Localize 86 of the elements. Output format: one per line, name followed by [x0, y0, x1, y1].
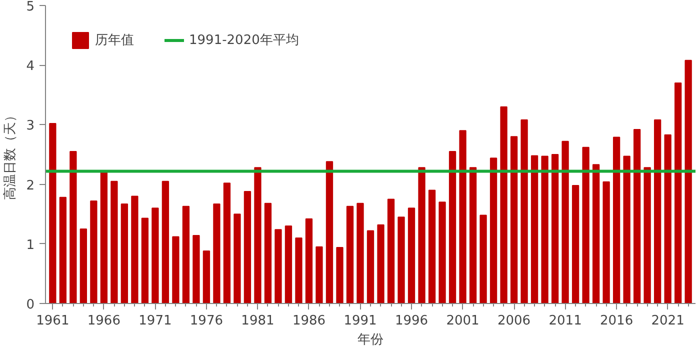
bar: [120, 203, 128, 304]
bar: [366, 230, 374, 304]
bar: [623, 156, 630, 304]
bar: [234, 214, 241, 304]
bar: [674, 82, 682, 304]
bar: [202, 250, 210, 304]
bar: [284, 226, 292, 304]
bar: [530, 155, 538, 304]
bar: [654, 119, 662, 304]
bar: [254, 167, 262, 304]
legend-label: 1991-2020年平均: [189, 32, 299, 49]
bar: [264, 202, 272, 304]
bar: [551, 154, 559, 304]
bar: [480, 214, 487, 304]
bar: [162, 180, 170, 304]
x-tick-label: 2016: [600, 314, 634, 328]
bar: [326, 161, 334, 304]
bar: [90, 200, 98, 304]
x-tick-label: 1991: [344, 314, 377, 328]
x-tick-label: 1976: [190, 314, 224, 328]
x-tick-label: 2021: [651, 314, 684, 328]
y-tick-label: 2: [26, 178, 35, 194]
x-tick-label: 2006: [497, 314, 531, 328]
bar: [684, 60, 692, 304]
bar: [100, 172, 108, 304]
legend-label: 历年值: [95, 32, 134, 49]
bar: [377, 224, 384, 304]
y-tick-label: 4: [26, 59, 35, 74]
y-tick-label: 3: [26, 118, 35, 134]
bar: [428, 190, 436, 304]
bar: [274, 229, 282, 304]
bar: [172, 236, 180, 304]
x-tick-label: 2011: [548, 314, 582, 328]
bar: [110, 180, 118, 304]
bar: [141, 218, 149, 304]
x-tick-label: 1966: [87, 314, 120, 328]
bar: [131, 196, 138, 304]
bar: [398, 216, 405, 304]
x-tick-label: 1981: [241, 314, 274, 328]
bar: [612, 136, 620, 304]
bar: [152, 208, 159, 304]
bar: [305, 218, 313, 304]
bar: [500, 106, 508, 304]
x-tick-label: 1996: [394, 314, 428, 328]
y-axis-title: 高温日数（天）: [2, 109, 18, 200]
bar: [336, 246, 344, 304]
bar: [664, 134, 672, 304]
x-tick-label: 1961: [36, 314, 70, 328]
bar: [387, 198, 395, 304]
bar: [459, 130, 466, 304]
y-tick-label: 1: [26, 238, 35, 253]
bar: [541, 156, 548, 304]
x-tick-label: 1986: [292, 314, 326, 328]
bar: [510, 136, 518, 304]
bar: [70, 151, 77, 304]
bar: [469, 167, 477, 304]
bar: [356, 202, 364, 304]
x-axis-title: 年份: [358, 332, 384, 348]
bar: [448, 151, 456, 304]
bar: [602, 181, 610, 304]
x-tick-label: 1971: [138, 314, 172, 328]
bar: [182, 206, 190, 304]
bar: [644, 167, 651, 304]
bar: [438, 202, 446, 304]
bar: [80, 228, 88, 304]
bar: [582, 146, 590, 304]
bar: [633, 128, 641, 304]
bar: [223, 182, 231, 304]
bar: [346, 206, 354, 304]
bar: [572, 184, 580, 304]
bar: [592, 164, 600, 304]
bar: [244, 190, 252, 304]
y-tick-label: 0: [26, 298, 35, 312]
y-tick-label: 5: [26, 0, 35, 14]
bar: [316, 246, 323, 304]
bar: [562, 140, 569, 304]
x-tick-label: 2001: [446, 314, 480, 328]
bar: [213, 203, 220, 304]
bar: [49, 123, 56, 304]
bar: [418, 167, 426, 304]
bar: [490, 158, 498, 304]
bar: [408, 208, 416, 304]
bar: [192, 235, 200, 304]
bar: [295, 237, 302, 304]
bar: [520, 119, 528, 304]
bar: [59, 196, 67, 304]
